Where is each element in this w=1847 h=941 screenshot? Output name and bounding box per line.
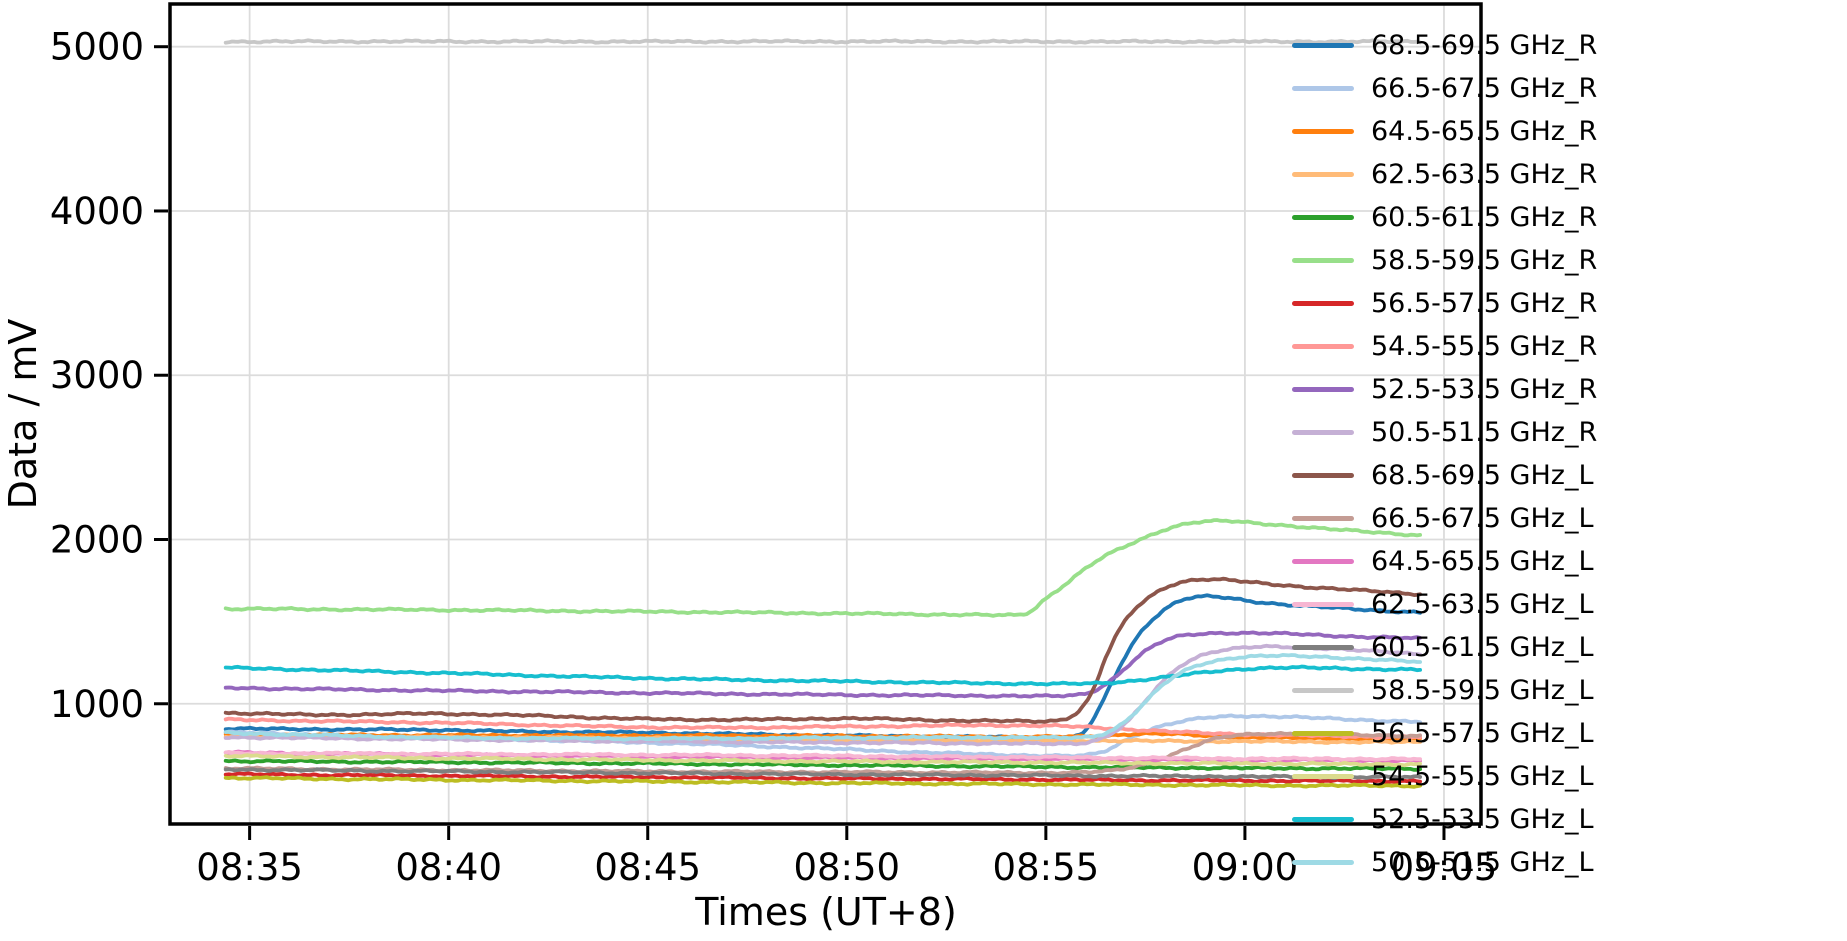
legend-label: 60.5-61.5 GHz_R <box>1371 202 1598 233</box>
legend-item: 68.5-69.5 GHz_R <box>1292 24 1847 67</box>
legend-swatch-line <box>1292 258 1354 263</box>
legend-label: 68.5-69.5 GHz_L <box>1371 460 1594 491</box>
legend-label: 54.5-55.5 GHz_R <box>1371 331 1598 362</box>
legend-label: 60.5-61.5 GHz_L <box>1371 632 1594 663</box>
x-tick-label-08:40: 08:40 <box>395 846 502 889</box>
series-line-60.5-61.5-ghz-l <box>223 767 1422 781</box>
legend-item: 64.5-65.5 GHz_R <box>1292 110 1847 153</box>
legend-item: 50.5-51.5 GHz_L <box>1292 841 1847 884</box>
legend-swatch-line <box>1292 86 1354 91</box>
series-line-52.5-53.5-ghz-l <box>223 664 1422 687</box>
legend-label: 64.5-65.5 GHz_R <box>1371 116 1598 147</box>
legend-swatch-line <box>1292 387 1354 392</box>
legend-swatch-line <box>1292 473 1354 478</box>
legend-item: 66.5-67.5 GHz_R <box>1292 67 1847 110</box>
series-line-54.5-55.5-ghz-r <box>223 716 1422 740</box>
legend-item: 62.5-63.5 GHz_L <box>1292 583 1847 626</box>
legend-item: 66.5-67.5 GHz_L <box>1292 497 1847 540</box>
legend-swatch-line <box>1292 774 1354 779</box>
legend-label: 52.5-53.5 GHz_L <box>1371 804 1594 835</box>
legend-label: 52.5-53.5 GHz_R <box>1371 374 1598 405</box>
legend-label: 56.5-57.5 GHz_L <box>1371 718 1594 749</box>
legend-label: 56.5-57.5 GHz_R <box>1371 288 1598 319</box>
legend-swatch-line <box>1292 301 1354 306</box>
legend-item: 50.5-51.5 GHz_R <box>1292 411 1847 454</box>
series-line-58.5-59.5-ghz-r <box>223 518 1422 618</box>
legend-item: 60.5-61.5 GHz_R <box>1292 196 1847 239</box>
legend-item: 68.5-69.5 GHz_L <box>1292 454 1847 497</box>
legend-swatch-line <box>1292 430 1354 435</box>
legend-item: 64.5-65.5 GHz_L <box>1292 540 1847 583</box>
legend-item: 58.5-59.5 GHz_L <box>1292 669 1847 712</box>
legend-item: 62.5-63.5 GHz_R <box>1292 153 1847 196</box>
legend-label: 58.5-59.5 GHz_L <box>1371 675 1594 706</box>
y-tick-label-2000: 2000 <box>50 518 144 561</box>
legend-item: 60.5-61.5 GHz_L <box>1292 626 1847 669</box>
series-line-60.5-61.5-ghz-r <box>223 758 1422 772</box>
axes-layer <box>168 2 1483 826</box>
series-line-62.5-63.5-ghz-l <box>223 750 1422 762</box>
legend-item: 54.5-55.5 GHz_R <box>1292 325 1847 368</box>
y-tick-label-5000: 5000 <box>50 26 144 69</box>
legend-label: 62.5-63.5 GHz_R <box>1371 159 1598 190</box>
legend-swatch-line <box>1292 172 1354 177</box>
x-tick-label-08:35: 08:35 <box>196 846 303 889</box>
series-line-50.5-51.5-ghz-l <box>223 653 1422 742</box>
legend-label: 54.5-55.5 GHz_L <box>1371 761 1594 792</box>
legend-label: 66.5-67.5 GHz_L <box>1371 503 1594 534</box>
y-tick-label-1000: 1000 <box>50 683 144 726</box>
y-tick-label-4000: 4000 <box>50 190 144 233</box>
grid-layer <box>170 4 1481 824</box>
y-tick-label-3000: 3000 <box>50 354 144 397</box>
series-line-52.5-53.5-ghz-r <box>223 630 1422 699</box>
series-layer <box>223 38 1422 789</box>
series-line-58.5-59.5-ghz-l <box>223 38 1422 45</box>
series-line-68.5-69.5-ghz-l <box>223 576 1422 724</box>
legend-swatch-line <box>1292 817 1354 822</box>
legend-swatch-line <box>1292 688 1354 693</box>
x-tick-label-09:05: 09:05 <box>1391 846 1498 889</box>
legend-swatch-line <box>1292 215 1354 220</box>
legend-swatch-line <box>1292 731 1354 736</box>
legend-swatch-line <box>1292 129 1354 134</box>
x-tick-label-08:45: 08:45 <box>594 846 701 889</box>
x-tick-label-08:55: 08:55 <box>993 846 1100 889</box>
legend: 68.5-69.5 GHz_R 66.5-67.5 GHz_R 64.5-65.… <box>1292 24 1847 884</box>
legend-label: 64.5-65.5 GHz_L <box>1371 546 1594 577</box>
legend-item: 56.5-57.5 GHz_L <box>1292 712 1847 755</box>
x-tick-label-08:50: 08:50 <box>793 846 900 889</box>
legend-item: 52.5-53.5 GHz_L <box>1292 798 1847 841</box>
legend-label: 50.5-51.5 GHz_L <box>1371 847 1594 878</box>
axes-spines <box>168 2 1483 826</box>
legend-swatch-line <box>1292 516 1354 521</box>
legend-item: 52.5-53.5 GHz_R <box>1292 368 1847 411</box>
legend-label: 58.5-59.5 GHz_R <box>1371 245 1598 276</box>
x-tick-label-09:00: 09:00 <box>1192 846 1299 889</box>
legend-swatch-line <box>1292 602 1354 607</box>
series-line-50.5-51.5-ghz-r <box>223 643 1422 747</box>
legend-swatch-line <box>1292 860 1354 865</box>
legend-label: 62.5-63.5 GHz_L <box>1371 589 1594 620</box>
legend-label: 66.5-67.5 GHz_R <box>1371 73 1598 104</box>
x-axis-title: Times (UT+8) <box>694 890 957 934</box>
legend-item: 54.5-55.5 GHz_L <box>1292 755 1847 798</box>
legend-label: 68.5-69.5 GHz_R <box>1371 30 1598 61</box>
legend-item: 56.5-57.5 GHz_R <box>1292 282 1847 325</box>
legend-swatch-line <box>1292 559 1354 564</box>
series-line-56.5-57.5-ghz-l <box>223 775 1422 789</box>
legend-swatch-line <box>1292 645 1354 650</box>
tick-layer: 08:35 08:40 08:45 08:50 08:55 09:00 09:05 1000 2… <box>50 26 1497 889</box>
legend-swatch-line <box>1292 344 1354 349</box>
legend-swatch-line <box>1292 43 1354 48</box>
legend-item: 58.5-59.5 GHz_R <box>1292 239 1847 282</box>
legend-label: 50.5-51.5 GHz_R <box>1371 417 1598 448</box>
series-line-56.5-57.5-ghz-r <box>223 771 1422 784</box>
y-axis-title: Data / mV <box>1 319 45 510</box>
series-line-54.5-55.5-ghz-l <box>223 753 1422 768</box>
